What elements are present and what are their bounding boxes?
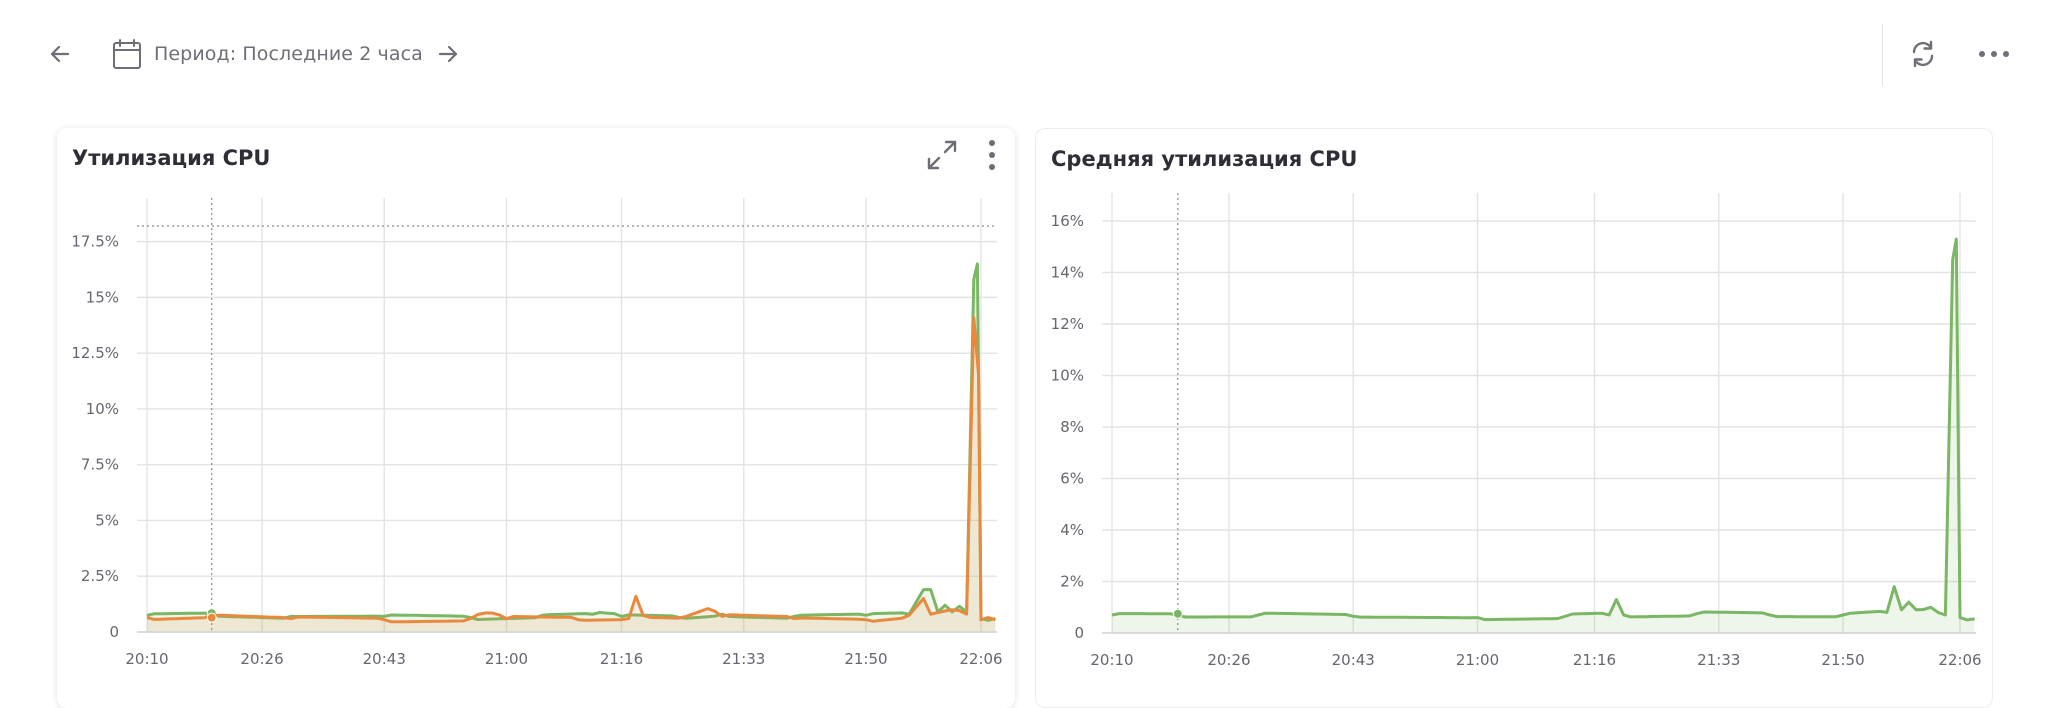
y-tick-label: 17.5% <box>71 233 119 251</box>
x-tick-label: 21:16 <box>1573 651 1616 669</box>
arrow-left-icon[interactable] <box>40 34 80 74</box>
x-tick-label: 20:10 <box>1090 651 1133 669</box>
y-tick-label: 0 <box>1074 624 1084 642</box>
series-area <box>1112 239 1975 633</box>
y-tick-label: 15% <box>86 288 119 306</box>
x-tick-label: 22:06 <box>959 650 1002 668</box>
x-tick-label: 21:00 <box>485 650 528 668</box>
x-tick-label: 22:06 <box>1938 651 1981 669</box>
x-tick-label: 20:26 <box>1207 651 1250 669</box>
chart-card-cpu: Утилизация CPU 0 2.5% 5% 7.5% 10% 12.5% 15% 17.… <box>57 128 1015 708</box>
chart-card-avg-cpu: Средняя утилизация CPU 0 2% 4% 6% 8% 10% 12% 14… <box>1035 128 1993 708</box>
y-tick-label: 12% <box>1051 315 1084 333</box>
x-tick-label: 21:16 <box>600 650 643 668</box>
cursor-point <box>1172 608 1183 619</box>
y-tick-label: 0 <box>109 623 119 641</box>
period-label: Период: Последние 2 часа <box>154 43 423 65</box>
y-tick-label: 2% <box>1060 573 1084 591</box>
chart-title: Средняя утилизация CPU <box>1051 147 1358 171</box>
y-tick-label: 7.5% <box>81 456 119 474</box>
calendar-icon <box>112 38 142 70</box>
x-tick-label: 21:33 <box>1697 651 1740 669</box>
arrow-right-icon[interactable] <box>428 34 468 74</box>
y-tick-label: 4% <box>1060 521 1084 539</box>
refresh-icon[interactable] <box>1903 34 1943 74</box>
x-tick-label: 21:50 <box>844 650 887 668</box>
toolbar-divider <box>1882 24 1883 86</box>
y-tick-label: 12.5% <box>71 344 119 362</box>
y-tick-label: 10% <box>1051 367 1084 385</box>
y-tick-label: 14% <box>1051 264 1084 282</box>
x-tick-label: 21:00 <box>1456 651 1499 669</box>
toolbar: Период: Последние 2 часа <box>0 0 2054 108</box>
x-tick-label: 21:33 <box>722 650 765 668</box>
series-line <box>1111 237 1975 622</box>
chart-title: Утилизация CPU <box>72 146 271 170</box>
x-tick-label: 20:10 <box>125 650 168 668</box>
cpu-utilization-chart: 0 2.5% 5% 7.5% 10% 12.5% 15% 17.5% 20:10 20:26 20:… <box>71 198 1003 668</box>
x-tick-label: 20:43 <box>1332 651 1375 669</box>
series-line <box>146 262 996 622</box>
avg-cpu-utilization-chart: 0 2% 4% 6% 8% 10% 12% 14% 16% 20:10 20:26 20:43 21:0… <box>1051 193 1982 669</box>
y-tick-label: 10% <box>86 400 119 418</box>
cursor-point <box>206 612 217 623</box>
y-tick-label: 8% <box>1060 418 1084 436</box>
x-tick-label: 21:50 <box>1821 651 1864 669</box>
more-vertical-icon[interactable] <box>987 138 997 172</box>
series-line <box>146 316 996 624</box>
grid <box>137 198 997 633</box>
expand-icon[interactable] <box>925 138 959 172</box>
x-tick-label: 20:43 <box>363 650 406 668</box>
y-tick-label: 6% <box>1060 470 1084 488</box>
grid <box>1102 193 1976 634</box>
y-tick-label: 2.5% <box>81 567 119 585</box>
series-area <box>147 317 996 632</box>
more-horizontal-icon[interactable] <box>1972 34 2016 74</box>
x-tick-label: 20:26 <box>240 650 283 668</box>
y-tick-label: 16% <box>1051 212 1084 230</box>
y-tick-label: 5% <box>95 511 119 529</box>
period-selector[interactable]: Период: Последние 2 часа <box>112 32 423 76</box>
